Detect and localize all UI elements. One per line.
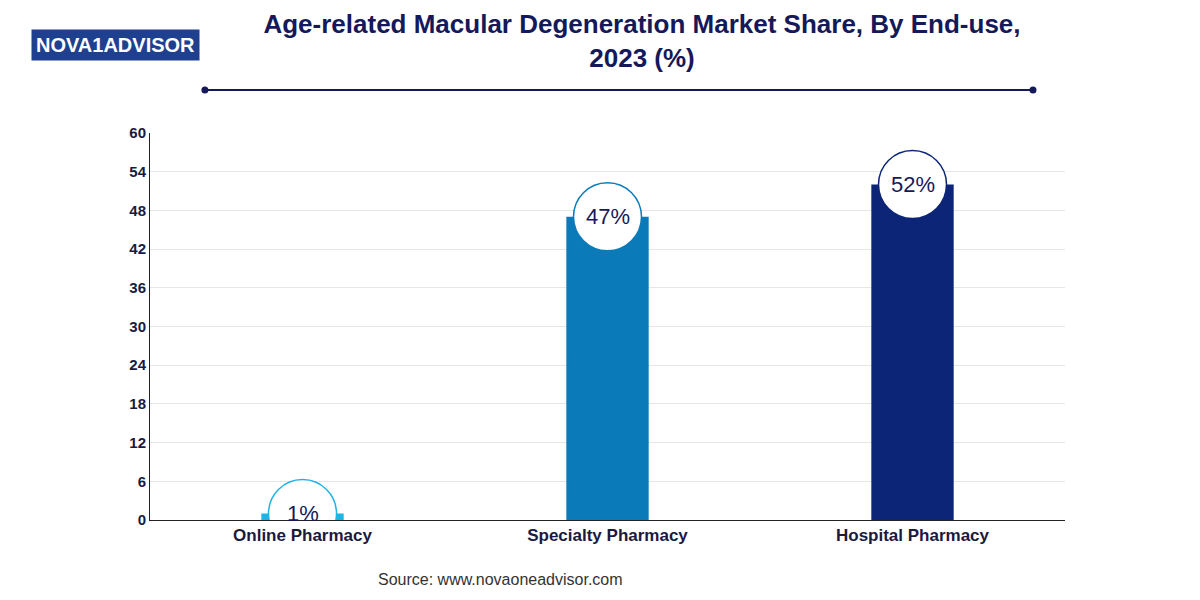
svg-text:30: 30 — [129, 318, 146, 335]
svg-text:36: 36 — [129, 279, 146, 296]
svg-text:52%: 52% — [891, 172, 935, 197]
svg-text:Source: www.novaoneadvisor.com: Source: www.novaoneadvisor.com — [378, 571, 623, 588]
svg-text:48: 48 — [129, 202, 146, 219]
svg-text:1%: 1% — [287, 501, 319, 526]
svg-text:12: 12 — [129, 434, 146, 451]
svg-text:42: 42 — [129, 240, 146, 257]
svg-text:6: 6 — [138, 473, 146, 490]
svg-text:Online Pharmacy: Online Pharmacy — [233, 526, 372, 545]
svg-text:Specialty Pharmacy: Specialty Pharmacy — [527, 526, 688, 545]
svg-text:47%: 47% — [586, 204, 630, 229]
svg-text:18: 18 — [129, 395, 146, 412]
svg-text:Age-related Macular Degenerati: Age-related Macular Degeneration Market … — [263, 9, 1020, 73]
svg-text:24: 24 — [129, 356, 146, 373]
svg-text:54: 54 — [129, 163, 146, 180]
svg-text:Hospital Pharmacy: Hospital Pharmacy — [836, 526, 990, 545]
svg-text:60: 60 — [129, 124, 146, 141]
svg-text:0: 0 — [138, 511, 146, 528]
svg-text:NOVA1ADVISOR: NOVA1ADVISOR — [36, 34, 195, 56]
